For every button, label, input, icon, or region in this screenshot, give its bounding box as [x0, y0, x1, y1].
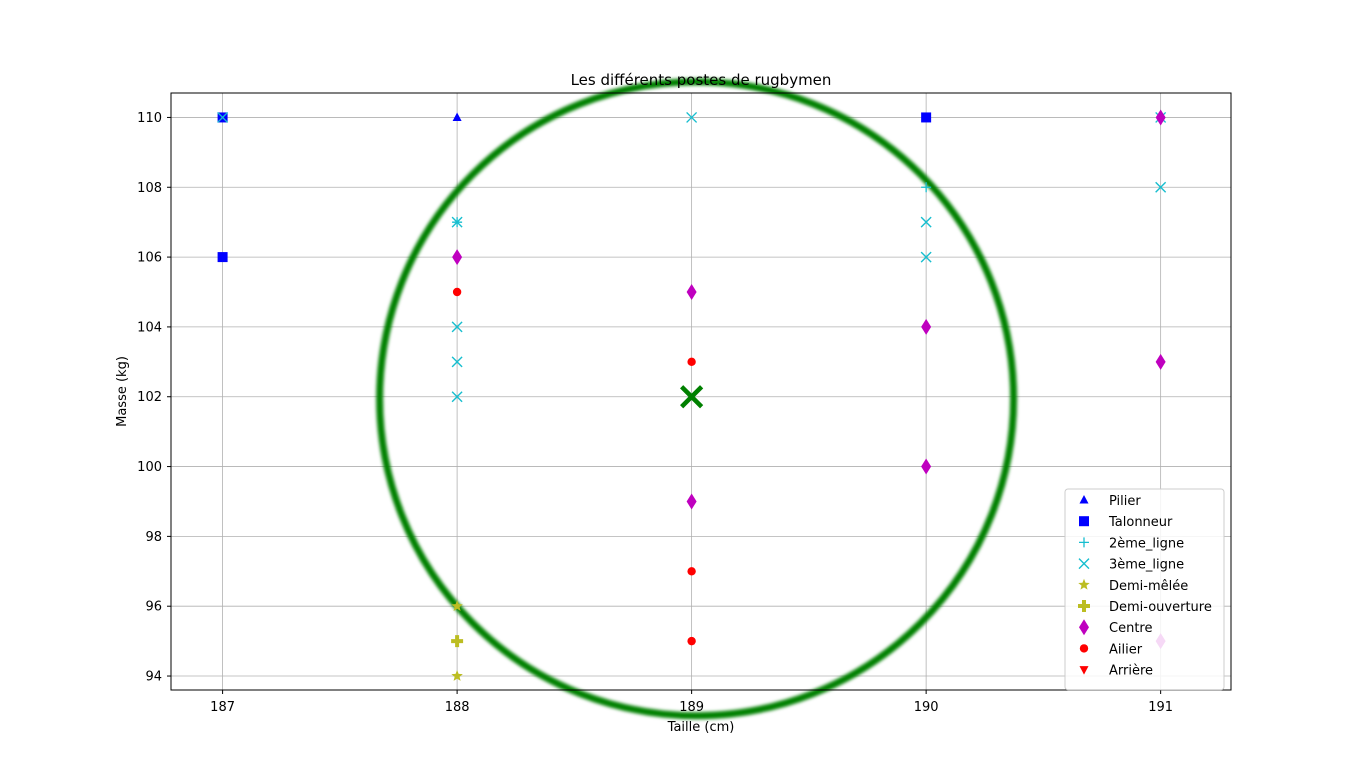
y-axis-label: Masse (kg) — [115, 356, 130, 427]
point-centre — [1155, 353, 1166, 370]
legend-label-demi-melee: Demi-mêlée — [1109, 579, 1188, 594]
point-3eme-ligne — [451, 216, 463, 228]
y-tick-label: 108 — [137, 181, 162, 196]
point-demi-melee — [451, 670, 463, 681]
legend-marker-centre — [1079, 619, 1089, 636]
point-centre — [921, 318, 932, 335]
point-pilier — [452, 112, 462, 121]
point-centre — [686, 284, 697, 300]
y-tick-label: 110 — [137, 111, 162, 126]
y-tick-label: 98 — [145, 530, 162, 545]
point-3eme-ligne — [920, 216, 932, 228]
legend-marker-arriere — [1079, 666, 1089, 675]
legend-marker-ailier — [1079, 644, 1089, 653]
point-demi-melee — [451, 600, 463, 612]
point-3eme-ligne — [217, 111, 229, 123]
x-tick-label: 189 — [679, 700, 704, 715]
legend-marker-demi-melee — [1078, 578, 1090, 590]
legend-label-arriere: Arrière — [1109, 664, 1153, 679]
x-axis-label: Taille (cm) — [667, 720, 735, 735]
point-ailier — [687, 636, 696, 646]
point-talonneur — [217, 252, 228, 263]
y-tick-label: 94 — [145, 670, 162, 685]
y-tick-label: 102 — [137, 390, 162, 405]
legend-label-talonneur: Talonneur — [1108, 515, 1173, 530]
axis-ticks: 187 188 189 190 191 94 96 98 100 102 104 106 108 110 — [137, 111, 1173, 715]
y-tick-label: 106 — [137, 251, 162, 266]
grid-lines — [171, 93, 1231, 690]
legend-label-ailier: Ailier — [1109, 642, 1143, 657]
x-tick-label: 187 — [210, 700, 235, 715]
legend-label-2eme-ligne: 2ème_ligne — [1109, 536, 1184, 551]
legend-marker-3eme-ligne — [1078, 558, 1090, 570]
x-tick-label: 190 — [914, 700, 939, 715]
point-ailier — [452, 287, 462, 297]
plot-frame — [170, 92, 1232, 691]
point-3eme-ligne — [920, 251, 932, 263]
highlight-circle — [376, 78, 1018, 720]
data-points — [217, 109, 1167, 681]
point-centre — [921, 458, 932, 475]
highlight-cross-marker — [680, 385, 704, 409]
point-centre — [686, 493, 697, 510]
point-talonneur — [921, 112, 932, 123]
point-centre — [1155, 109, 1166, 126]
point-ailier — [687, 357, 696, 367]
x-tick-label: 188 — [445, 700, 470, 715]
legend-marker-2eme-ligne — [1079, 537, 1089, 548]
highlight-overlay — [376, 78, 1018, 720]
point-3eme-ligne — [451, 356, 463, 368]
point-3eme-ligne — [1155, 181, 1167, 193]
y-tick-label: 100 — [137, 460, 162, 475]
legend-label-pilier: Pilier — [1109, 494, 1141, 509]
legend-box — [1064, 488, 1225, 691]
point-3eme-ligne — [451, 321, 463, 333]
point-centre — [452, 249, 463, 266]
point-3eme-ligne — [451, 391, 463, 403]
point-2eme-ligne — [921, 182, 932, 193]
legend-label-demi-ouverture: Demi-ouverture — [1109, 600, 1212, 615]
legend: Pilier Talonneur 2ème_ligne 3ème_ligne Demi-… — [1064, 488, 1225, 691]
y-tick-label: 96 — [145, 600, 162, 615]
point-ailier — [687, 567, 696, 576]
legend-marker-pilier — [1079, 495, 1089, 504]
y-tick-label: 104 — [137, 320, 162, 335]
legend-label-3eme-ligne: 3ème_ligne — [1109, 558, 1184, 573]
chart-title: Les différents postes de rugbymen — [571, 71, 832, 89]
legend-marker-demi-ouverture — [1078, 600, 1090, 612]
point-3eme-ligne — [686, 111, 698, 123]
point-demi-ouverture — [451, 635, 464, 648]
legend-marker-talonneur — [1079, 516, 1089, 527]
x-tick-label: 191 — [1148, 700, 1173, 715]
legend-label-centre: Centre — [1109, 621, 1152, 636]
